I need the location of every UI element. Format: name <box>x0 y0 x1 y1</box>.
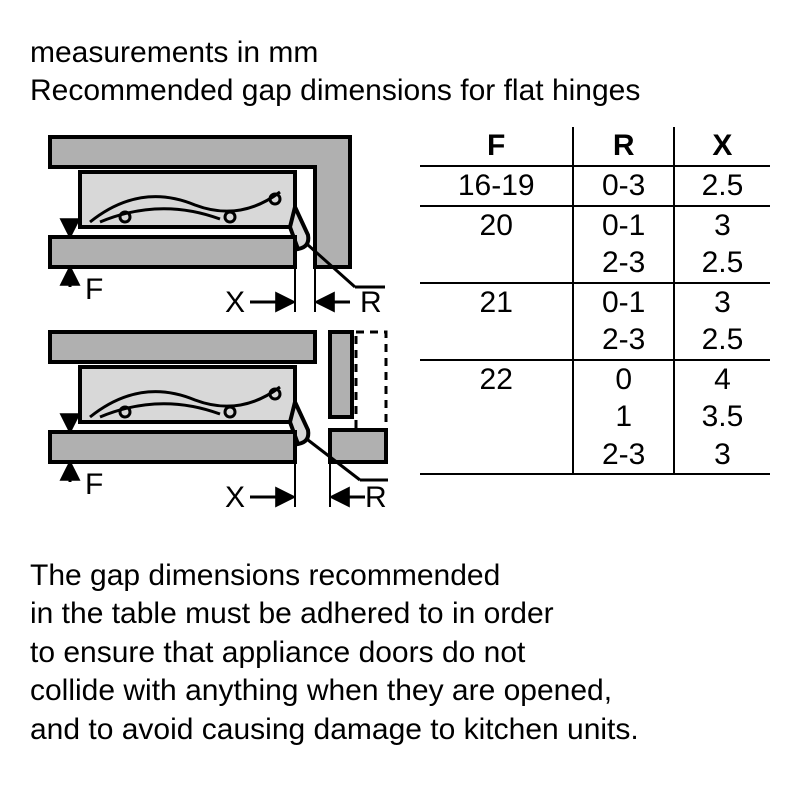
footer-note: The gap dimensions recommended in the ta… <box>30 557 770 749</box>
diagram-label-f: F <box>85 273 103 306</box>
table-cell: 0-3 <box>573 166 673 206</box>
header-line1: measurements in mm <box>30 34 770 72</box>
table-cell: 2.5 <box>674 321 770 360</box>
table-cell <box>420 398 573 436</box>
table-cell: 2-3 <box>573 244 673 283</box>
footer-line: in the table must be adhered to in order <box>30 595 770 633</box>
table-cell: 2.5 <box>674 166 770 206</box>
footer-line: collide with anything when they are open… <box>30 672 770 710</box>
hinge-diagram: F X R <box>30 127 390 527</box>
table-header-row: F R X <box>420 127 770 166</box>
svg-text:F: F <box>85 468 103 501</box>
table-cell: 16-19 <box>420 166 573 206</box>
table-cell: 2-3 <box>573 436 673 475</box>
table-column: F R X 16-190-32.5200-132-32.5210-132-32.… <box>390 127 770 475</box>
table-row: 16-190-32.5 <box>420 166 770 206</box>
gap-dimensions-table: F R X 16-190-32.5200-132-32.5210-132-32.… <box>420 127 770 475</box>
header-line2: Recommended gap dimensions for flat hing… <box>30 72 770 110</box>
table-cell: 22 <box>420 360 573 399</box>
table-row: 200-13 <box>420 206 770 245</box>
table-cell: 0-1 <box>573 206 673 245</box>
table-cell <box>420 436 573 475</box>
table-cell: 1 <box>573 398 673 436</box>
table-cell: 20 <box>420 206 573 245</box>
table-cell: 3 <box>674 206 770 245</box>
table-row: 2-33 <box>420 436 770 475</box>
col-header-x: X <box>674 127 770 166</box>
table-cell: 0-1 <box>573 283 673 322</box>
content-row: F X R <box>30 127 770 527</box>
svg-text:R: R <box>365 481 387 514</box>
footer-line: and to avoid causing damage to kitchen u… <box>30 711 770 749</box>
table-row: 13.5 <box>420 398 770 436</box>
table-cell: 0 <box>573 360 673 399</box>
table-row: 2-32.5 <box>420 321 770 360</box>
table-cell: 2.5 <box>674 244 770 283</box>
diagram-label-r: R <box>360 286 382 319</box>
header-block: measurements in mm Recommended gap dimen… <box>30 34 770 109</box>
diagram-label-x: X <box>225 286 245 319</box>
svg-text:X: X <box>225 481 245 514</box>
table-cell: 3 <box>674 283 770 322</box>
table-cell: 3 <box>674 436 770 475</box>
table-cell <box>420 321 573 360</box>
table-cell: 3.5 <box>674 398 770 436</box>
table-cell <box>420 244 573 283</box>
table-cell: 2-3 <box>573 321 673 360</box>
footer-line: The gap dimensions recommended <box>30 557 770 595</box>
table-row: 210-13 <box>420 283 770 322</box>
table-row: 2-32.5 <box>420 244 770 283</box>
table-cell: 21 <box>420 283 573 322</box>
page-root: measurements in mm Recommended gap dimen… <box>0 0 800 800</box>
col-header-r: R <box>573 127 673 166</box>
table-cell: 4 <box>674 360 770 399</box>
footer-line: to ensure that appliance doors do not <box>30 634 770 672</box>
diagram-column: F X R <box>30 127 390 527</box>
table-row: 2204 <box>420 360 770 399</box>
col-header-f: F <box>420 127 573 166</box>
